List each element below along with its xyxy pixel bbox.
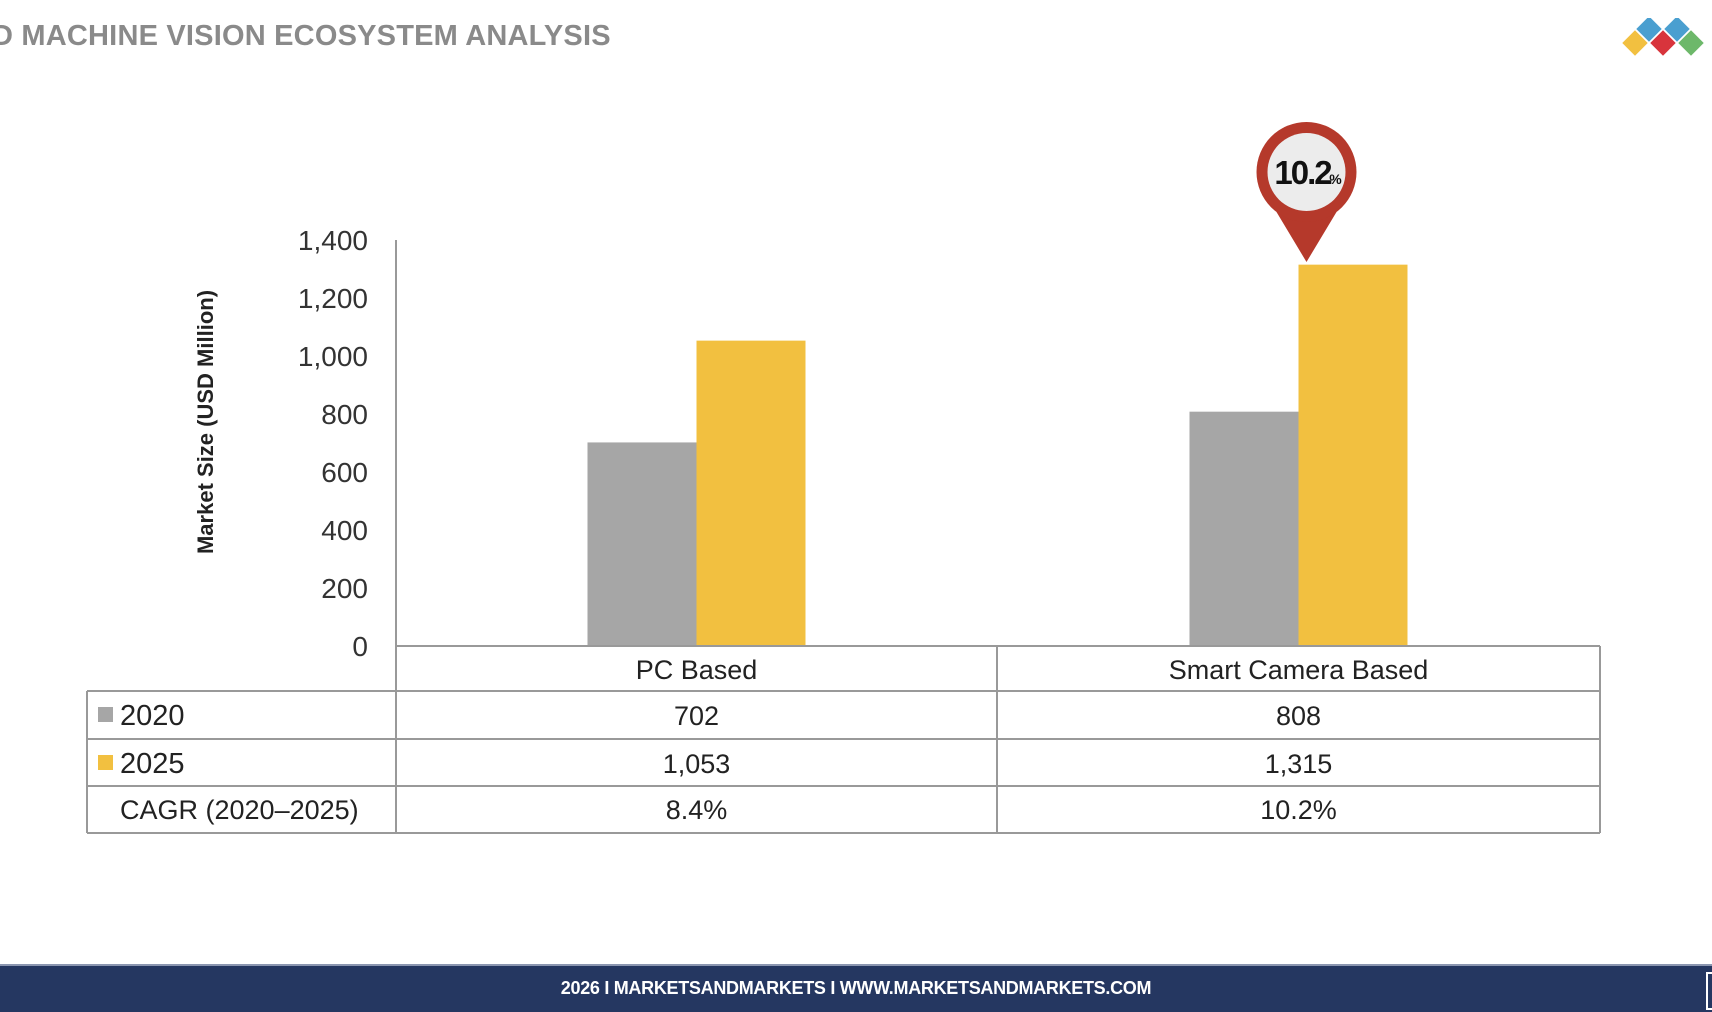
page-title: D MACHINE VISION ECOSYSTEM ANALYSIS (0, 20, 611, 52)
y-tick-label: 1,400 (298, 225, 368, 256)
bar-2025-0 (696, 340, 806, 646)
legend-swatch-2020 (98, 707, 113, 722)
pin-tip (1276, 212, 1337, 262)
category-label: Smart Camera Based (1169, 655, 1429, 685)
footer-edge-mark (1706, 972, 1712, 1010)
company-logo (1622, 18, 1704, 56)
y-tick-label: 200 (321, 573, 368, 604)
legend-swatch-2025 (98, 755, 113, 770)
bar-2020-0 (587, 442, 697, 646)
data-label: 1,315 (1265, 749, 1333, 779)
bar-chart: Market Size (USD Million) 0 200 400 600 800 1… (86, 122, 1601, 834)
pin-inner (1267, 133, 1346, 211)
data-label: 702 (674, 701, 719, 731)
data-label: 808 (1276, 701, 1321, 731)
bar-2025-1 (1298, 264, 1408, 646)
y-tick-label: 800 (321, 399, 368, 430)
legend-label: 2020 (120, 700, 185, 732)
pin-value: 10.2 (1274, 154, 1332, 191)
y-tick-label: 400 (321, 515, 368, 546)
legend-label: 2025 (120, 748, 185, 780)
bar-2020-1 (1189, 411, 1299, 646)
y-tick-label: 1,200 (298, 283, 368, 314)
y-axis-label: Market Size (USD Million) (193, 290, 218, 554)
y-tick-label: 600 (321, 457, 368, 488)
category-label: PC Based (636, 655, 758, 685)
cagr-value: 8.4% (666, 795, 728, 825)
y-tick-label: 1,000 (298, 341, 368, 372)
cagr-label: CAGR (2020–2025) (120, 795, 359, 825)
pin-percent-sign: % (1329, 171, 1342, 187)
y-tick-label: 0 (352, 631, 368, 662)
cagr-value: 10.2% (1260, 795, 1337, 825)
data-label: 1,053 (663, 749, 731, 779)
footer-bar: 2026 I MARKETSANDMARKETS I WWW.MARKETSAN… (0, 964, 1712, 1012)
footer-text: 2026 I MARKETSANDMARKETS I WWW.MARKETSAN… (560, 978, 1152, 998)
